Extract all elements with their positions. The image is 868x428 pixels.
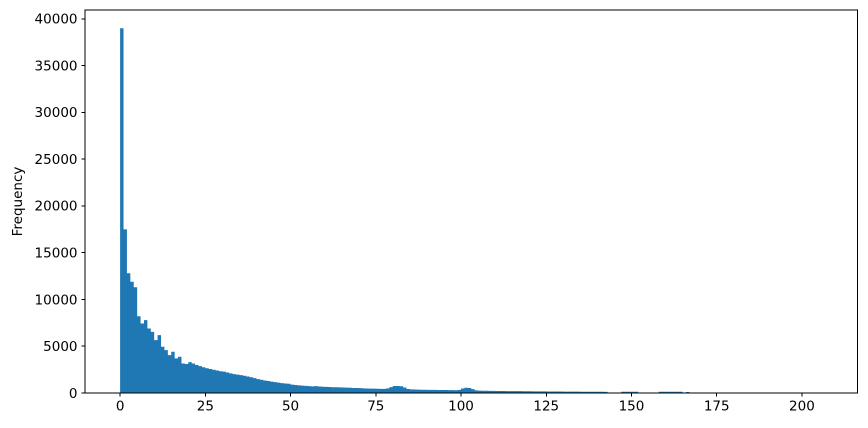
x-tick-label: 25 bbox=[197, 399, 214, 415]
x-axis-ticks: 0 25 50 75 100 125 150 175 200 bbox=[116, 393, 815, 415]
x-tick-label: 175 bbox=[704, 399, 730, 415]
y-tick-label: 40000 bbox=[35, 12, 78, 28]
histogram-bars bbox=[120, 28, 690, 394]
y-axis-ticks: 0 5000 10000 15000 20000 25000 30000 35000 40000 bbox=[35, 12, 85, 402]
x-tick-label: 100 bbox=[448, 399, 474, 415]
y-tick-label: 10000 bbox=[35, 292, 78, 308]
y-tick-label: 30000 bbox=[35, 105, 78, 121]
plot-frame bbox=[84, 9, 858, 394]
y-tick-label: 25000 bbox=[35, 152, 78, 168]
x-tick-label: 0 bbox=[116, 399, 125, 415]
y-tick-label: 0 bbox=[69, 386, 78, 402]
y-tick-label: 20000 bbox=[35, 199, 78, 215]
y-axis-label: Frequency bbox=[10, 167, 26, 237]
y-tick-label: 5000 bbox=[43, 339, 77, 355]
y-tick-label: 15000 bbox=[35, 246, 78, 262]
y-tick-label: 35000 bbox=[35, 58, 78, 74]
x-tick-label: 50 bbox=[282, 399, 299, 415]
x-tick-label: 75 bbox=[367, 399, 384, 415]
x-tick-label: 125 bbox=[533, 399, 559, 415]
x-tick-label: 200 bbox=[789, 399, 815, 415]
x-tick-label: 150 bbox=[619, 399, 645, 415]
